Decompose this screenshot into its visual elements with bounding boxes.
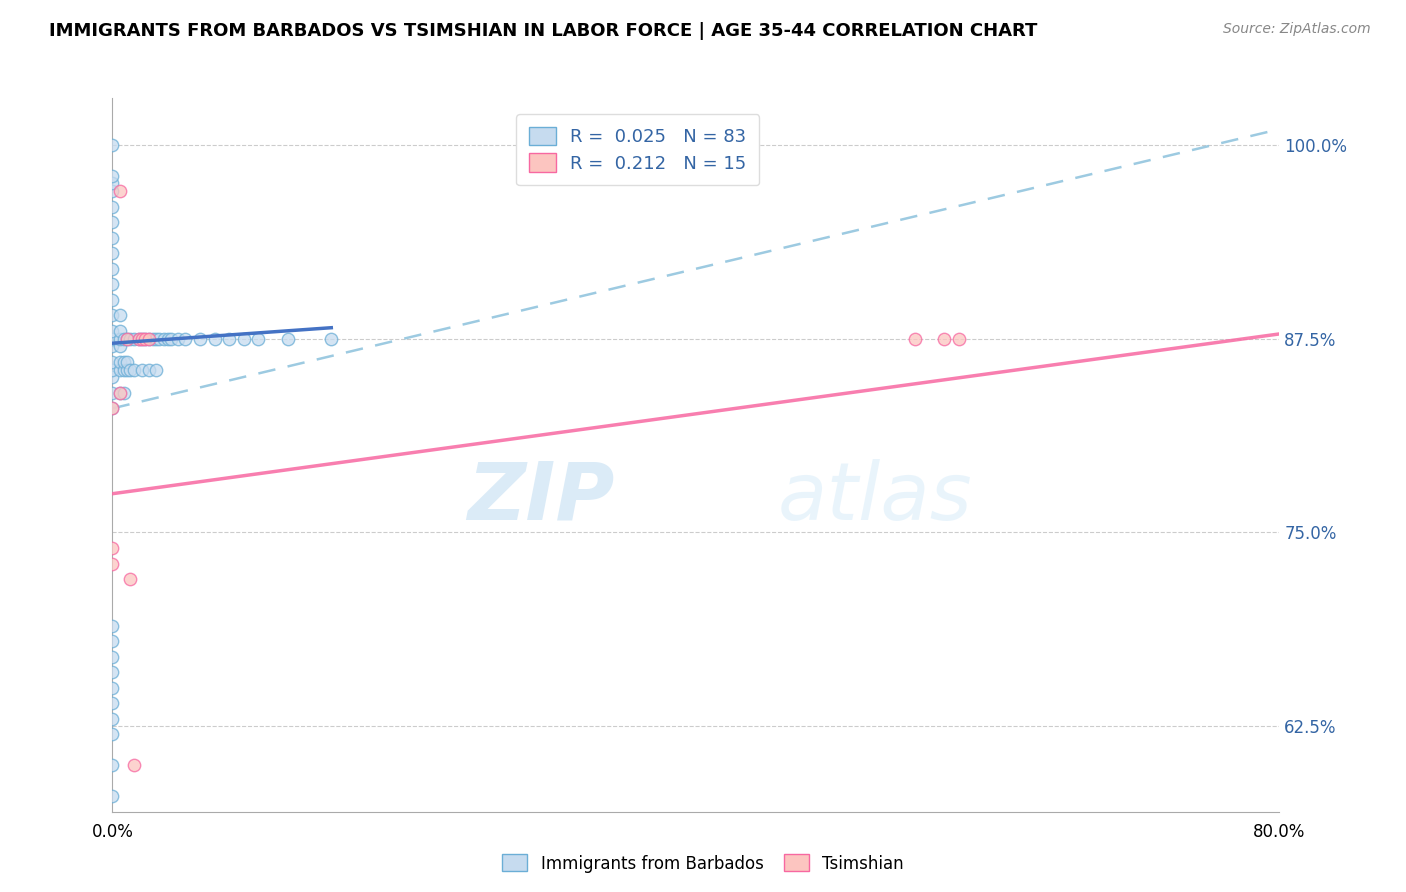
Point xyxy=(108,308,131,322)
Point xyxy=(101,618,124,632)
Point xyxy=(101,137,124,152)
Point xyxy=(118,332,141,346)
Point xyxy=(101,758,124,772)
Point xyxy=(276,332,298,346)
Point xyxy=(218,332,240,346)
Point xyxy=(108,339,131,353)
Point xyxy=(138,362,160,376)
Point xyxy=(101,712,124,726)
Point xyxy=(124,362,146,376)
Point xyxy=(112,355,135,369)
Point xyxy=(101,184,124,198)
Point xyxy=(148,332,170,346)
Point xyxy=(138,332,160,346)
Point xyxy=(101,634,124,648)
Point xyxy=(145,332,167,346)
Point xyxy=(118,362,141,376)
Point xyxy=(101,261,124,276)
Point xyxy=(101,355,124,369)
Point xyxy=(101,401,124,416)
Point xyxy=(167,332,190,346)
Point xyxy=(101,308,124,322)
Point xyxy=(156,332,179,346)
Point xyxy=(247,332,270,346)
Point xyxy=(131,362,153,376)
Point xyxy=(101,332,124,346)
Point xyxy=(134,332,156,346)
Point xyxy=(160,332,183,346)
Point xyxy=(108,385,131,400)
Point xyxy=(101,177,124,191)
Point xyxy=(118,572,141,586)
Point xyxy=(128,332,150,346)
Text: atlas: atlas xyxy=(778,458,973,537)
Text: IMMIGRANTS FROM BARBADOS VS TSIMSHIAN IN LABOR FORCE | AGE 35-44 CORRELATION CHA: IMMIGRANTS FROM BARBADOS VS TSIMSHIAN IN… xyxy=(49,22,1038,40)
Point xyxy=(101,362,124,376)
Point xyxy=(115,355,138,369)
Point xyxy=(108,385,131,400)
Point xyxy=(101,385,124,400)
Point xyxy=(101,789,124,804)
Point xyxy=(112,332,135,346)
Point xyxy=(232,332,254,346)
Point xyxy=(948,332,970,346)
Point xyxy=(142,332,165,346)
Point xyxy=(108,362,131,376)
Point xyxy=(138,332,160,346)
Point xyxy=(101,277,124,292)
Legend: Immigrants from Barbados, Tsimshian: Immigrants from Barbados, Tsimshian xyxy=(496,847,910,880)
Point xyxy=(115,332,138,346)
Point xyxy=(101,649,124,664)
Point xyxy=(152,332,174,346)
Point xyxy=(112,385,135,400)
Point xyxy=(101,401,124,416)
Point xyxy=(101,370,124,384)
Point xyxy=(204,332,226,346)
Point xyxy=(101,215,124,229)
Point xyxy=(101,541,124,555)
Point xyxy=(101,200,124,214)
Point xyxy=(108,184,131,198)
Legend: R =  0.025   N = 83, R =  0.212   N = 15: R = 0.025 N = 83, R = 0.212 N = 15 xyxy=(516,114,759,186)
Point xyxy=(108,324,131,338)
Text: Source: ZipAtlas.com: Source: ZipAtlas.com xyxy=(1223,22,1371,37)
Point xyxy=(108,332,131,346)
Point xyxy=(128,332,150,346)
Point xyxy=(101,246,124,260)
Point xyxy=(101,324,124,338)
Point xyxy=(115,332,138,346)
Point xyxy=(101,293,124,307)
Point xyxy=(108,355,131,369)
Point xyxy=(101,339,124,353)
Point xyxy=(115,362,138,376)
Point xyxy=(101,681,124,695)
Point xyxy=(124,758,146,772)
Point xyxy=(101,231,124,245)
Point xyxy=(101,169,124,183)
Point xyxy=(145,362,167,376)
Point xyxy=(101,727,124,741)
Point xyxy=(904,332,927,346)
Point xyxy=(101,557,124,571)
Point xyxy=(131,332,153,346)
Point xyxy=(134,332,156,346)
Point xyxy=(321,332,343,346)
Point xyxy=(932,332,955,346)
Point xyxy=(101,696,124,710)
Point xyxy=(112,362,135,376)
Text: ZIP: ZIP xyxy=(467,458,614,537)
Point xyxy=(131,332,153,346)
Point xyxy=(101,665,124,679)
Point xyxy=(174,332,197,346)
Point xyxy=(188,332,211,346)
Point xyxy=(124,332,146,346)
